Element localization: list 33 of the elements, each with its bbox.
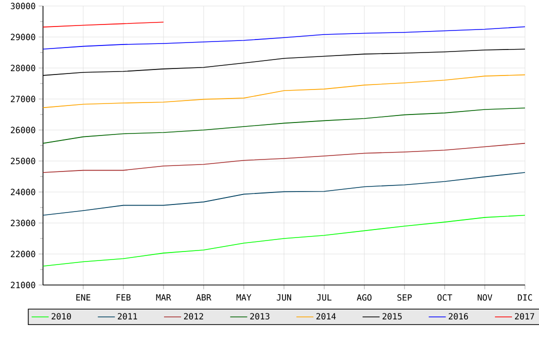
x-tick-label: JUN: [276, 294, 292, 301]
x-tick-label: JUL: [316, 294, 332, 301]
legend-label: 2014: [316, 313, 336, 320]
x-tick-label: NOV: [478, 294, 492, 301]
y-tick-label: 30000: [10, 2, 36, 10]
y-tick-label: 25000: [10, 158, 36, 164]
x-tick-label: DIC: [518, 294, 532, 301]
y-tick-label: 22000: [10, 250, 36, 258]
y-tick-label: 23000: [10, 220, 36, 226]
x-tick-label: ENE: [76, 294, 90, 300]
y-tick-label: 27000: [10, 96, 36, 102]
y-tick-label: 29000: [10, 34, 36, 40]
x-tick-label: ABR: [196, 294, 212, 300]
x-tick-label: OCT: [438, 294, 452, 301]
x-tick-label: MAY: [236, 294, 252, 300]
legend-label: 2012: [184, 313, 204, 320]
legend-label: 2016: [448, 313, 468, 320]
line-series: [43, 142, 526, 173]
legend-label: 2010: [52, 313, 71, 320]
x-tick-label: SEP: [397, 294, 412, 301]
y-tick-label: 24000: [10, 188, 36, 196]
y-tick-label: 26000: [10, 126, 36, 134]
line-series: [43, 74, 526, 108]
line-series: [43, 172, 526, 216]
legend-label: 2013: [250, 313, 270, 320]
y-tick-label: 28000: [10, 64, 36, 72]
legend-label: 2017: [514, 313, 534, 320]
legend-label: 2015: [382, 313, 402, 320]
x-tick-label: MAR: [156, 294, 172, 300]
y-tick-label: 21000: [10, 282, 36, 288]
x-tick-label: AGO: [356, 294, 372, 301]
legend-label: 2011: [118, 313, 138, 320]
x-tick-label: FEB: [116, 294, 131, 300]
